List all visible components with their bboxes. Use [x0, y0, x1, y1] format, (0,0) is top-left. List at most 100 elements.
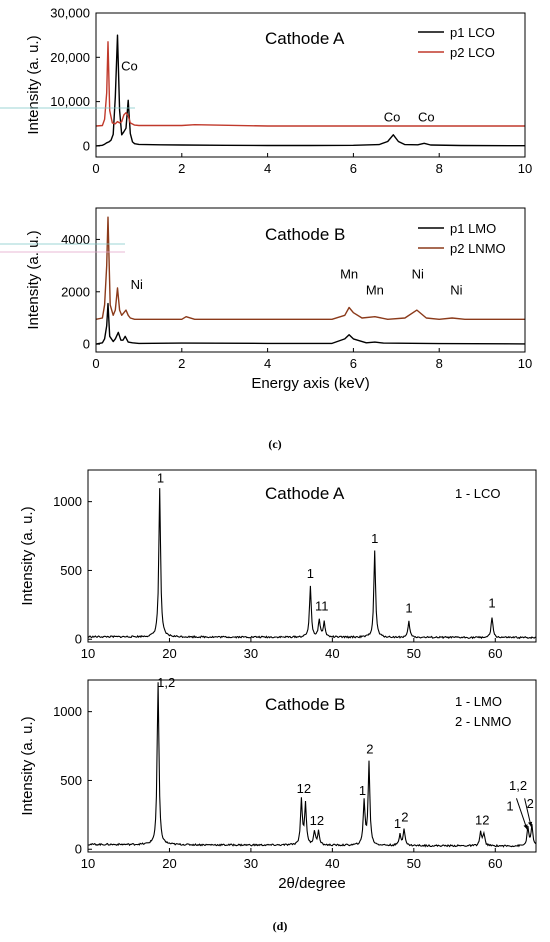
peak-index-label: 1,2 — [509, 778, 527, 793]
peak-index-label: 12 — [297, 781, 311, 796]
panel-title: Cathode B — [265, 225, 345, 244]
plot-frame — [95, 207, 526, 353]
y-tick-label: 30,000 — [50, 6, 90, 21]
caption-c: (c) — [268, 437, 281, 451]
plot-frame — [95, 12, 526, 158]
peak-annotation: Mn — [340, 267, 358, 282]
y-tick-label: 1000 — [53, 494, 82, 509]
peak-annotation: Co — [121, 59, 138, 74]
series-line-2 — [95, 216, 525, 320]
y-tick-label: 500 — [60, 773, 82, 788]
edx-cathode-b-chart: 0 2 4 6 8 10 0 2000 4000 Cathode B Intensity (a. u… — [25, 207, 532, 392]
x-tick-label: 4 — [264, 161, 271, 176]
peak-arrow-head — [523, 824, 528, 830]
x-tick-label: 10 — [81, 856, 95, 871]
peak-arrow-head — [528, 821, 533, 827]
peak-index-label: 12 — [310, 813, 324, 828]
legend-label: p2 LNMO — [450, 241, 506, 256]
x-tick-label: 50 — [407, 856, 421, 871]
peak-index-label: 1 — [359, 783, 366, 798]
x-tick-label: 50 — [407, 646, 421, 661]
y-tick-label: 2000 — [61, 284, 90, 299]
x-tick-label: 10 — [518, 161, 532, 176]
x-tick-label: 0 — [92, 356, 99, 371]
xrd-pattern-line — [87, 682, 537, 848]
x-tick-label: 6 — [350, 161, 357, 176]
x-tick-label: 10 — [81, 646, 95, 661]
x-tick-label: 60 — [488, 856, 502, 871]
x-tick-label: 4 — [264, 356, 271, 371]
series-line-1 — [95, 34, 526, 147]
panel-title: Cathode A — [265, 484, 345, 503]
y-tick-label: 20,000 — [50, 50, 90, 65]
peak-index-label: 1 — [157, 470, 164, 485]
peak-index-label: 2 — [366, 742, 373, 757]
peak-index-label: 1 — [405, 600, 412, 615]
legend-text: 2 - LNMO — [455, 714, 511, 729]
peak-index-label: 1 — [488, 596, 495, 611]
y-axis-label: Intensity (a. u.) — [25, 230, 42, 329]
y-tick-label: 0 — [75, 632, 82, 647]
peak-annotation: Co — [384, 110, 401, 125]
y-tick-label: 10,000 — [50, 94, 90, 109]
series-line-2 — [95, 41, 525, 127]
x-tick-label: 40 — [325, 856, 339, 871]
x-tick-label: 40 — [325, 646, 339, 661]
y-tick-label: 1000 — [53, 704, 82, 719]
edx-cathode-a-chart: 0 2 4 6 8 10 0 10,000 20,000 30,000 Cathode A Inten… — [25, 6, 532, 177]
x-tick-label: 30 — [244, 646, 258, 661]
legend-text: 1 - LCO — [455, 486, 501, 501]
caption-d: (d) — [273, 919, 288, 933]
y-tick-label: 0 — [75, 842, 82, 857]
y-tick-label: 500 — [60, 563, 82, 578]
legend-label: p2 LCO — [450, 45, 495, 60]
peak-index-label: 1 — [506, 799, 513, 814]
peak-annotation: Ni — [450, 282, 462, 297]
plot-frame — [87, 679, 537, 853]
peak-annotation: Co — [418, 110, 435, 125]
plot-frame — [87, 469, 537, 643]
x-tick-label: 20 — [162, 856, 176, 871]
x-axis-label: 2θ/degree — [278, 875, 346, 892]
peak-index-label: 1,2 — [157, 675, 175, 690]
x-tick-label: 6 — [350, 356, 357, 371]
peak-arrow — [524, 798, 532, 827]
peak-index-label: 12 — [475, 812, 489, 827]
peak-arrow — [515, 798, 528, 830]
y-tick-label: 0 — [83, 337, 90, 352]
series-line-1 — [95, 302, 526, 345]
x-axis-label: Energy axis (keV) — [251, 375, 369, 392]
y-axis-label: Intensity (a. u.) — [25, 35, 42, 134]
x-tick-label: 8 — [436, 356, 443, 371]
xrd-cathode-a-chart: 10 20 30 40 50 60 0 500 1000 Cathode A Intensity (… — [19, 469, 537, 661]
x-tick-label: 30 — [244, 856, 258, 871]
peak-index-label: 11 — [315, 598, 329, 613]
peak-index-label: 2 — [401, 810, 408, 825]
legend-label: p1 LMO — [450, 221, 496, 236]
legend-label: p1 LCO — [450, 25, 495, 40]
peak-index-label: 2 — [527, 796, 534, 811]
x-tick-label: 2 — [178, 161, 185, 176]
peak-annotation: Ni — [131, 277, 143, 292]
peak-annotation: Mn — [366, 282, 384, 297]
y-tick-label: 4000 — [61, 232, 90, 247]
peak-index-label: 1 — [307, 566, 314, 581]
peak-index-label: 1 — [394, 816, 401, 831]
panel-title: Cathode B — [265, 695, 345, 714]
x-tick-label: 10 — [518, 356, 532, 371]
x-tick-label: 0 — [92, 161, 99, 176]
peak-annotation: Ni — [412, 267, 424, 282]
x-tick-label: 8 — [436, 161, 443, 176]
y-axis-label: Intensity (a. u.) — [19, 506, 36, 605]
x-tick-label: 60 — [488, 646, 502, 661]
xrd-cathode-b-chart: 10 20 30 40 50 60 0 500 1000 Cathode B Intensity (… — [19, 675, 537, 892]
panel-title: Cathode A — [265, 29, 345, 48]
legend-text: 1 - LMO — [455, 694, 502, 709]
xrd-pattern-line — [87, 488, 537, 640]
y-tick-label: 0 — [83, 138, 90, 153]
y-axis-label: Intensity (a. u.) — [19, 716, 36, 815]
peak-index-label: 1 — [371, 531, 378, 546]
x-tick-label: 20 — [162, 646, 176, 661]
x-tick-label: 2 — [178, 356, 185, 371]
